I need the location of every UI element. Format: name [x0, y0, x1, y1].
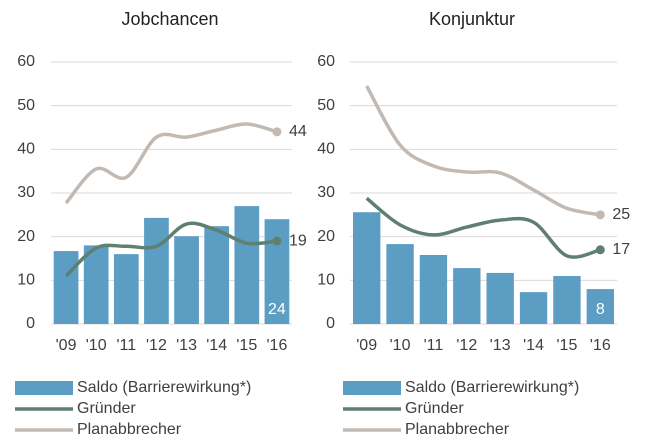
bar	[419, 255, 448, 324]
y-tick-label: 40	[17, 141, 35, 158]
y-tick-label: 30	[317, 184, 335, 201]
y-tick-label: 50	[17, 97, 35, 114]
legend-label: Planabbrecher	[77, 421, 182, 438]
bar	[113, 254, 139, 324]
legend-swatch	[343, 381, 401, 395]
x-tick-label: '14	[206, 337, 227, 354]
data-label: 8	[596, 301, 605, 318]
legend-label: Gründer	[77, 400, 136, 417]
x-tick-label: '15	[557, 337, 578, 354]
x-tick-label: '12	[456, 337, 477, 354]
line	[365, 85, 601, 217]
data-label: 25	[612, 206, 630, 223]
x-tick-label: '11	[424, 337, 444, 354]
data-label: 17	[612, 241, 630, 258]
end-marker	[272, 236, 282, 246]
bar	[353, 212, 381, 324]
x-tick-label: '16	[590, 337, 611, 354]
y-tick-label: 0	[326, 315, 335, 332]
bar	[586, 289, 614, 324]
x-tick-label: '09	[356, 337, 377, 354]
legend-swatch	[15, 381, 73, 395]
end-marker	[595, 245, 605, 255]
chart-title: Jobchancen	[121, 9, 218, 29]
bar	[53, 251, 79, 324]
x-tick-label: '10	[86, 337, 107, 354]
bar	[144, 217, 169, 324]
y-tick-label: 50	[317, 97, 335, 114]
y-tick-label: 20	[17, 228, 35, 245]
x-tick-label: '09	[56, 337, 77, 354]
y-tick-label: 60	[317, 53, 335, 70]
y-tick-label: 40	[317, 141, 335, 158]
x-tick-label: '10	[390, 337, 411, 354]
y-tick-label: 10	[17, 272, 35, 289]
bar	[453, 268, 481, 324]
y-tick-label: 10	[317, 272, 335, 289]
bar	[553, 275, 581, 324]
bar	[519, 292, 548, 324]
legend-label: Planabbrecher	[405, 421, 510, 438]
x-tick-label: '14	[523, 337, 544, 354]
bar	[174, 236, 199, 324]
y-tick-label: 0	[26, 315, 35, 332]
line	[365, 196, 601, 259]
x-tick-label: '15	[236, 337, 257, 354]
y-tick-label: 30	[17, 184, 35, 201]
data-label: 44	[289, 123, 307, 140]
y-tick-label: 20	[317, 228, 335, 245]
bar	[204, 226, 230, 324]
x-tick-label: '13	[490, 337, 511, 354]
data-label: 19	[289, 232, 307, 249]
x-tick-label: '11	[116, 337, 136, 354]
x-tick-label: '12	[146, 337, 167, 354]
legend-label: Saldo (Barrierewirkung*)	[405, 379, 579, 396]
line	[64, 221, 278, 278]
end-marker	[272, 127, 282, 137]
line	[64, 122, 278, 205]
chart-title: Konjunktur	[429, 9, 515, 29]
data-label: 24	[268, 301, 286, 318]
x-tick-label: '16	[267, 337, 288, 354]
bar	[83, 245, 109, 324]
x-tick-label: '13	[176, 337, 197, 354]
bar	[234, 206, 260, 324]
y-tick-label: 60	[17, 53, 35, 70]
bar	[386, 244, 414, 324]
bar	[486, 272, 514, 324]
end-marker	[595, 210, 605, 220]
legend-label: Gründer	[405, 400, 464, 417]
legend-label: Saldo (Barrierewirkung*)	[77, 379, 251, 396]
